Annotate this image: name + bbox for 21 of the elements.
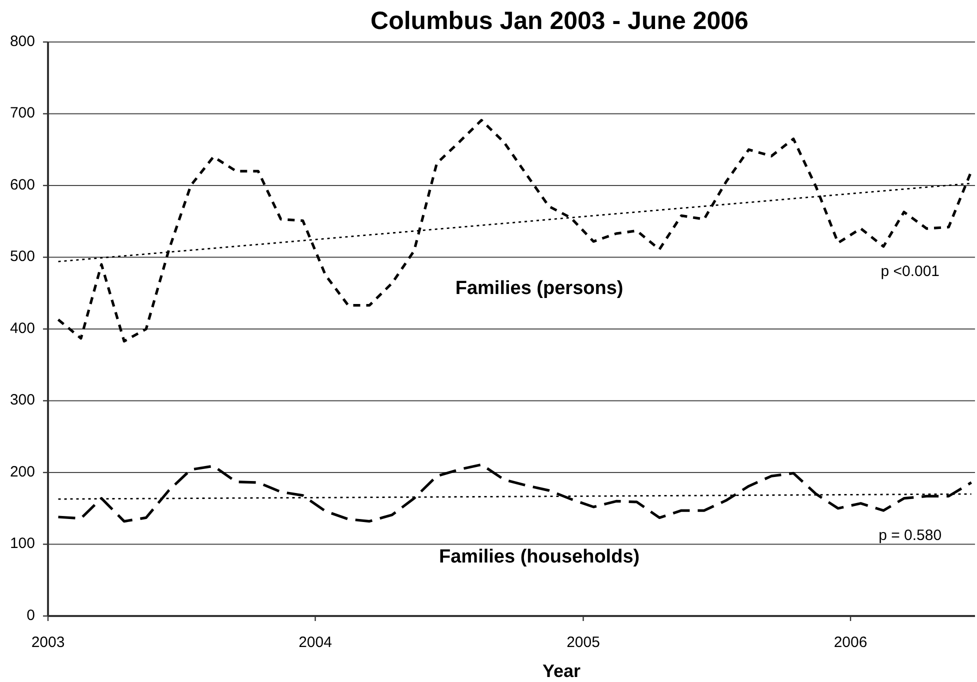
y-tick-label: 0 — [26, 606, 35, 624]
chart-title: Columbus Jan 2003 - June 2006 — [370, 7, 748, 35]
y-tick-label: 600 — [10, 176, 35, 194]
annotation: p = 0.580 — [878, 527, 942, 544]
y-tick-label: 800 — [10, 32, 35, 50]
x-tick-label: 2006 — [834, 634, 868, 651]
y-tick-label: 400 — [10, 320, 35, 337]
x-tick-label: 2003 — [31, 634, 65, 651]
y-tick-label: 100 — [10, 535, 35, 552]
text: Families (persons) — [455, 278, 624, 300]
x-tick-label: 2005 — [566, 634, 600, 651]
line-series — [56, 118, 973, 342]
x-tick-label: 2004 — [298, 634, 332, 651]
y-tick-label: 500 — [10, 248, 35, 266]
y-tick-label: 700 — [10, 104, 35, 122]
y-tick-label: 300 — [10, 392, 35, 409]
series-label: Families (households) — [439, 546, 640, 568]
x-axis-title: Year — [542, 661, 581, 681]
annotation: p <0.001 — [880, 263, 940, 280]
y-tick-label: 200 — [10, 463, 35, 480]
line-series — [56, 463, 973, 523]
